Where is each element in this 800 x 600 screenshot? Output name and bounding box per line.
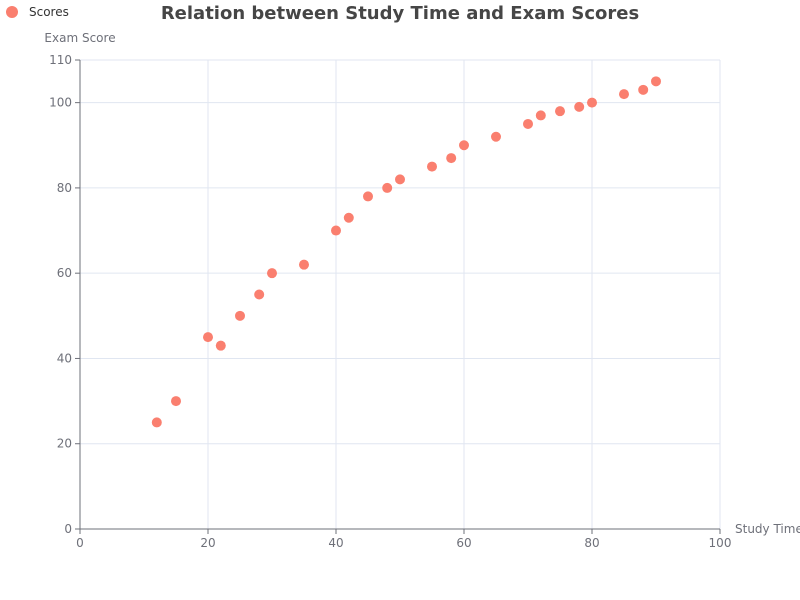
data-point xyxy=(363,191,373,202)
data-point xyxy=(299,259,309,270)
data-point xyxy=(215,340,226,351)
data-point xyxy=(267,268,277,279)
legend[interactable]: Scores xyxy=(6,5,69,19)
legend-marker-scores xyxy=(6,6,18,18)
data-points xyxy=(151,76,661,428)
chart-title: Relation between Study Time and Exam Sco… xyxy=(161,3,639,24)
data-point xyxy=(382,182,393,193)
x-axis-title: Study Time xyxy=(735,522,800,536)
data-point xyxy=(638,84,649,95)
data-point xyxy=(619,89,629,100)
data-point xyxy=(395,174,405,185)
data-point xyxy=(331,225,341,236)
data-point xyxy=(254,289,265,300)
legend-label-scores: Scores xyxy=(29,5,69,19)
data-point xyxy=(203,332,213,343)
y-tick-label: 60 xyxy=(57,266,72,280)
x-tick-label: 40 xyxy=(328,536,343,550)
axes: 0 20 40 60 80 100 0 20 40 60 80 100 110 xyxy=(49,53,731,550)
x-tick-label: 60 xyxy=(456,536,471,550)
data-point xyxy=(427,161,437,172)
data-point xyxy=(446,153,457,164)
data-point xyxy=(574,101,585,112)
data-point xyxy=(555,106,565,117)
data-point xyxy=(491,131,501,142)
x-tick-label: 80 xyxy=(584,536,599,550)
x-tick-label: 20 xyxy=(200,536,215,550)
data-point xyxy=(651,76,661,87)
x-tick-label: 100 xyxy=(709,536,732,550)
data-point xyxy=(535,110,546,121)
data-point xyxy=(343,212,354,223)
y-axis-title: Exam Score xyxy=(44,31,115,45)
y-tick-label: 40 xyxy=(57,351,72,365)
grid xyxy=(80,59,721,529)
data-point xyxy=(523,118,533,129)
data-point xyxy=(459,140,469,151)
x-tick-label: 0 xyxy=(76,536,84,550)
y-tick-label: 100 xyxy=(49,96,72,110)
data-point xyxy=(151,417,162,428)
y-tick-label: 80 xyxy=(57,181,72,195)
y-tick-label: 110 xyxy=(49,53,72,67)
y-tick-label: 20 xyxy=(57,437,72,451)
data-point xyxy=(235,310,245,321)
data-point xyxy=(171,396,181,407)
y-tick-label: 0 xyxy=(64,522,72,536)
data-point xyxy=(587,97,597,108)
